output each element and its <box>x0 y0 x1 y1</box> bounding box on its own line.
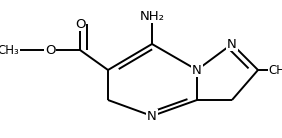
Text: O: O <box>75 18 85 30</box>
Text: N: N <box>192 63 202 76</box>
Text: CH₃: CH₃ <box>268 63 282 76</box>
Text: CH₃: CH₃ <box>0 43 19 56</box>
Text: N: N <box>147 109 157 123</box>
Text: NH₂: NH₂ <box>140 10 164 22</box>
Text: N: N <box>227 38 237 51</box>
Text: O: O <box>45 43 55 56</box>
